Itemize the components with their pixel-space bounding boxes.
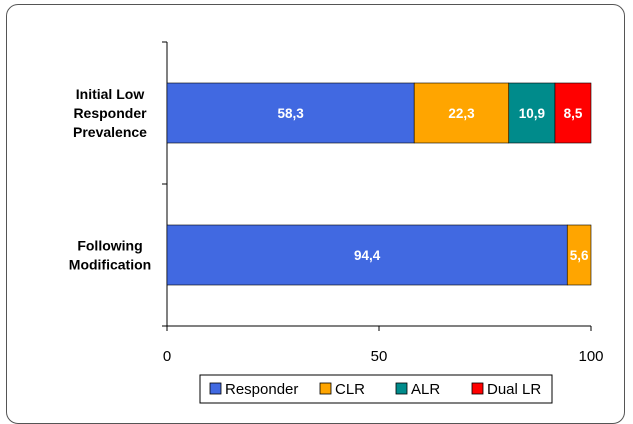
x-axis-ticks: 0 50 100 xyxy=(163,326,604,365)
data-label: 58,3 xyxy=(277,106,304,121)
data-label: 8,5 xyxy=(564,106,583,121)
bar-dual-lr xyxy=(554,82,592,144)
data-label: 5,6 xyxy=(570,248,589,263)
chart-bars: 58,3 22,3 10,9 8,5 94,4 5,6 xyxy=(166,82,592,286)
data-label: 94,4 xyxy=(354,248,381,263)
category-label: Following xyxy=(77,238,142,254)
category-label: Initial Low xyxy=(76,86,145,102)
legend-swatch xyxy=(319,382,332,395)
legend-box xyxy=(199,374,553,404)
bar-responder xyxy=(166,224,568,286)
data-label: 22,3 xyxy=(448,106,475,121)
legend-swatch xyxy=(471,382,484,395)
category-label: Modification xyxy=(69,257,151,273)
legend-entry: Responder xyxy=(225,381,298,398)
chart-legend: Responder CLR ALR Dual LR xyxy=(199,374,553,404)
legend-entry: CLR xyxy=(335,381,365,398)
bar-clr xyxy=(413,82,510,144)
chart-frame xyxy=(6,4,625,424)
bar-alr xyxy=(508,82,556,144)
x-tick-label: 0 xyxy=(163,348,171,365)
legend-entry: ALR xyxy=(411,381,440,398)
legend-entry: Dual LR xyxy=(487,381,541,398)
category-label: Prevalence xyxy=(73,124,147,140)
x-tick-label: 100 xyxy=(578,348,603,365)
category-labels: Initial Low Responder Prevalence Following M… xyxy=(69,86,151,273)
data-label: 10,9 xyxy=(519,106,545,121)
bar-responder xyxy=(166,82,415,144)
category-label: Responder xyxy=(73,105,147,121)
bar-clr xyxy=(566,224,592,286)
legend-swatch xyxy=(209,382,222,395)
legend-swatch xyxy=(395,382,408,395)
x-tick-label: 50 xyxy=(371,348,388,365)
